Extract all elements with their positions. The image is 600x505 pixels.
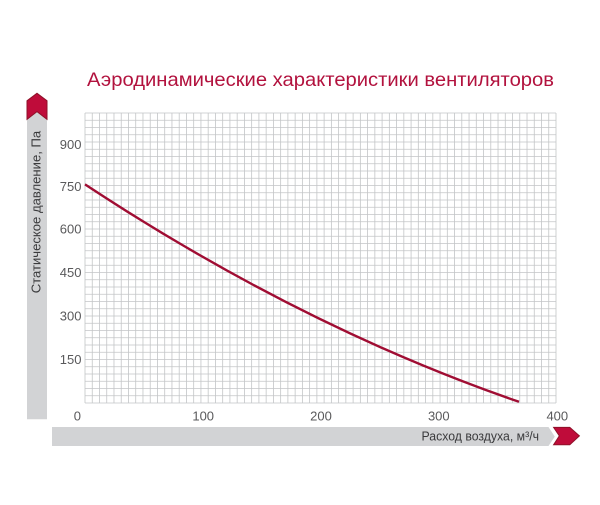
svg-text:750: 750 [60, 179, 82, 194]
svg-text:0: 0 [74, 408, 81, 423]
svg-text:200: 200 [310, 408, 332, 423]
svg-text:100: 100 [192, 408, 214, 423]
svg-text:Статическое давление, Па: Статическое давление, Па [29, 130, 44, 293]
svg-text:Расход воздуха, м³/ч: Расход воздуха, м³/ч [422, 429, 540, 444]
svg-text:450: 450 [60, 265, 82, 280]
svg-text:300: 300 [60, 309, 82, 324]
svg-text:Аэродинамические характеристик: Аэродинамические характеристики вентилят… [87, 69, 554, 91]
svg-text:150: 150 [60, 352, 82, 367]
svg-text:600: 600 [60, 222, 82, 237]
svg-text:400: 400 [546, 408, 568, 423]
svg-text:900: 900 [60, 137, 82, 152]
svg-text:300: 300 [428, 408, 450, 423]
